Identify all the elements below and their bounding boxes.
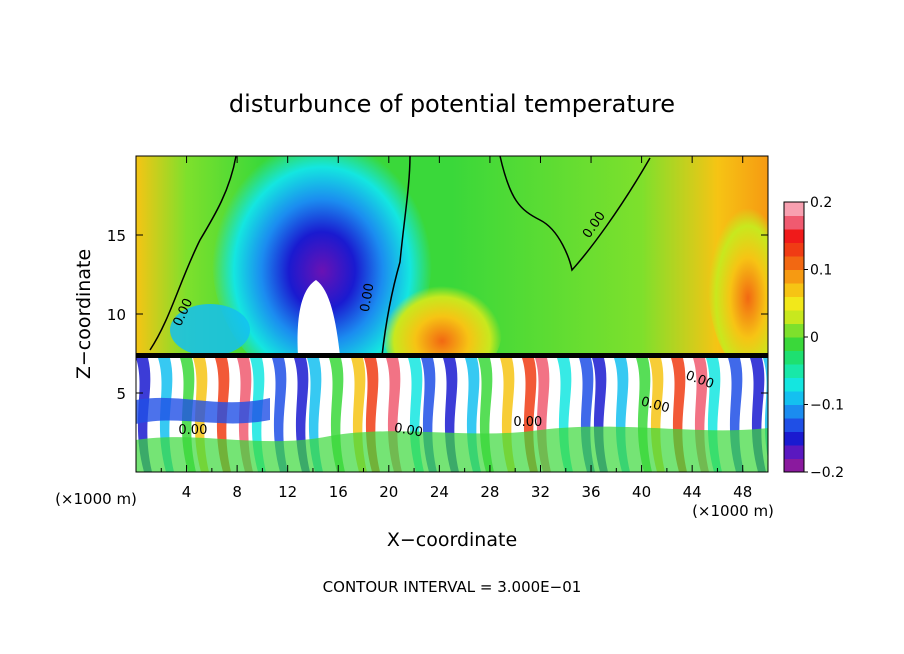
x-tick-label: 16 [329, 483, 348, 501]
colorbar-tick-label: 0.1 [810, 263, 832, 279]
lower-blue-band [136, 397, 270, 424]
inversion-line [136, 353, 768, 358]
x-tick-label: 24 [430, 483, 449, 501]
colorbar-swatch [784, 215, 804, 230]
contour-interval-note: CONTOUR INTERVAL = 3.000E−01 [323, 578, 582, 596]
x-tick-label: 32 [531, 483, 550, 501]
plot-field [136, 156, 768, 472]
x-tick-label: 8 [232, 483, 242, 501]
colorbar-swatch [784, 350, 804, 365]
contour-lines [149, 156, 651, 357]
zero-contour-right [499, 156, 651, 272]
colorbar-swatch [784, 256, 804, 270]
x-axis: 4 8 12 16 20 24 28 32 36 40 44 48 [160, 156, 752, 501]
lower-layer-bands [136, 358, 768, 472]
y-tick-label: 5 [116, 385, 126, 403]
y-unit-label: (×1000 m) [55, 490, 137, 508]
colorbar-tick-label: 0.2 [810, 195, 832, 211]
colorbar-swatch [784, 364, 804, 378]
colorbar-swatch [784, 391, 804, 405]
y-axis-label: Z−coordinate [73, 249, 95, 379]
colorbar-swatch [784, 377, 804, 392]
chart-title: disturbunce of potential temperature [229, 90, 675, 118]
colorbar-tick-label: 0 [810, 330, 819, 346]
cold-anomaly-blob [212, 156, 432, 388]
x-tick-label: 40 [632, 483, 651, 501]
colorbar-swatch [784, 269, 804, 284]
y-tick-label: 10 [107, 306, 126, 324]
y-axis: 5 10 15 [107, 227, 768, 403]
colorbar-swatch [784, 229, 804, 243]
x-axis-label: X−coordinate [387, 529, 517, 551]
warm-anomaly-blob-right [708, 190, 768, 370]
zero-contour-mid [381, 156, 411, 357]
colorbar-swatch [784, 431, 804, 446]
colorbar-swatch [784, 283, 804, 297]
contour-label: 0.00 [639, 394, 671, 416]
x-tick-label: 4 [182, 483, 192, 501]
colorbar-tick-label: −0.1 [810, 398, 844, 414]
y-tick-label: 15 [107, 227, 126, 245]
colorbar-swatch [784, 323, 804, 338]
colorbar: 0.2 0.1 0 −0.1 −0.2 [783, 195, 844, 481]
colorbar-swatch [784, 310, 804, 324]
zero-contour-left [149, 156, 237, 351]
colorbar-swatch [784, 202, 804, 216]
colorbar-swatch [784, 337, 804, 351]
colorbar-swatch [784, 242, 804, 257]
colorbar-swatch [784, 445, 804, 459]
colorbar-swatch [784, 296, 804, 311]
colorbar-swatch [784, 404, 804, 419]
x-unit-label: (×1000 m) [692, 502, 774, 520]
x-tick-label: 48 [733, 483, 752, 501]
x-tick-label: 12 [278, 483, 297, 501]
cold-core [297, 280, 340, 356]
contour-label: 0.00 [358, 282, 378, 313]
x-tick-label: 44 [683, 483, 702, 501]
contour-label: 0.00 [393, 421, 424, 441]
contour-label: 0.00 [178, 423, 207, 438]
x-tick-label: 20 [379, 483, 398, 501]
lower-green-band [136, 426, 768, 472]
x-tick-label: 36 [581, 483, 600, 501]
colorbar-swatch [784, 418, 804, 432]
x-tick-label: 28 [480, 483, 499, 501]
colorbar-swatch [784, 458, 804, 473]
cyan-anomaly-left [170, 304, 250, 356]
colorbar-tick-label: −0.2 [810, 465, 844, 481]
contour-label: 0.00 [513, 415, 542, 430]
